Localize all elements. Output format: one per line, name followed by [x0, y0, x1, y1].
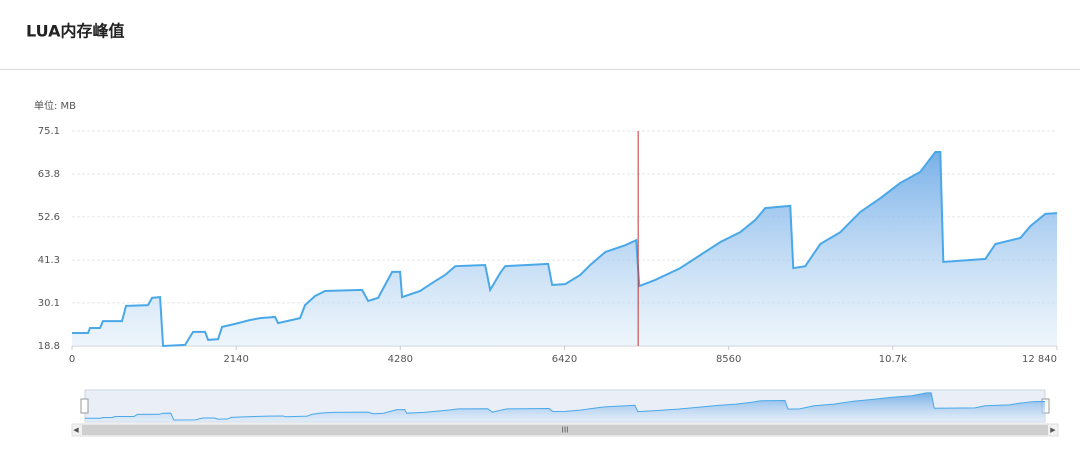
y-tick-label: 63.8: [38, 169, 60, 180]
y-tick-label: 30.1: [38, 298, 60, 309]
scrollbar-grip: III: [561, 426, 568, 435]
x-tick-label: 6420: [552, 354, 577, 365]
scrollbar-thumb[interactable]: [82, 425, 1048, 435]
x-tick-label: 2140: [223, 354, 248, 365]
chart-title: LUA内存峰值: [26, 22, 125, 41]
y-tick-label: 18.8: [38, 341, 60, 352]
scroll-right[interactable]: ▶: [1050, 426, 1056, 434]
x-tick-label: 8560: [716, 354, 741, 365]
scroll-left[interactable]: ◀: [73, 426, 79, 434]
zoom-area: [85, 392, 1045, 422]
y-tick-label: 52.6: [38, 212, 60, 223]
zoom-line: [85, 392, 1046, 421]
area: [72, 152, 1057, 346]
y-tick-label: 41.3: [38, 255, 60, 266]
x-tick-label: 0: [69, 354, 75, 365]
y-tick-label: 75.1: [38, 126, 60, 137]
zoom-handle-left[interactable]: [80, 398, 89, 414]
line: [72, 151, 1058, 348]
unit-label: 单位: MB: [34, 99, 76, 112]
x-tick-label: 4280: [388, 354, 413, 365]
x-tick-label: 12 840: [1022, 354, 1057, 365]
x-tick-label: 10.7k: [879, 354, 907, 365]
